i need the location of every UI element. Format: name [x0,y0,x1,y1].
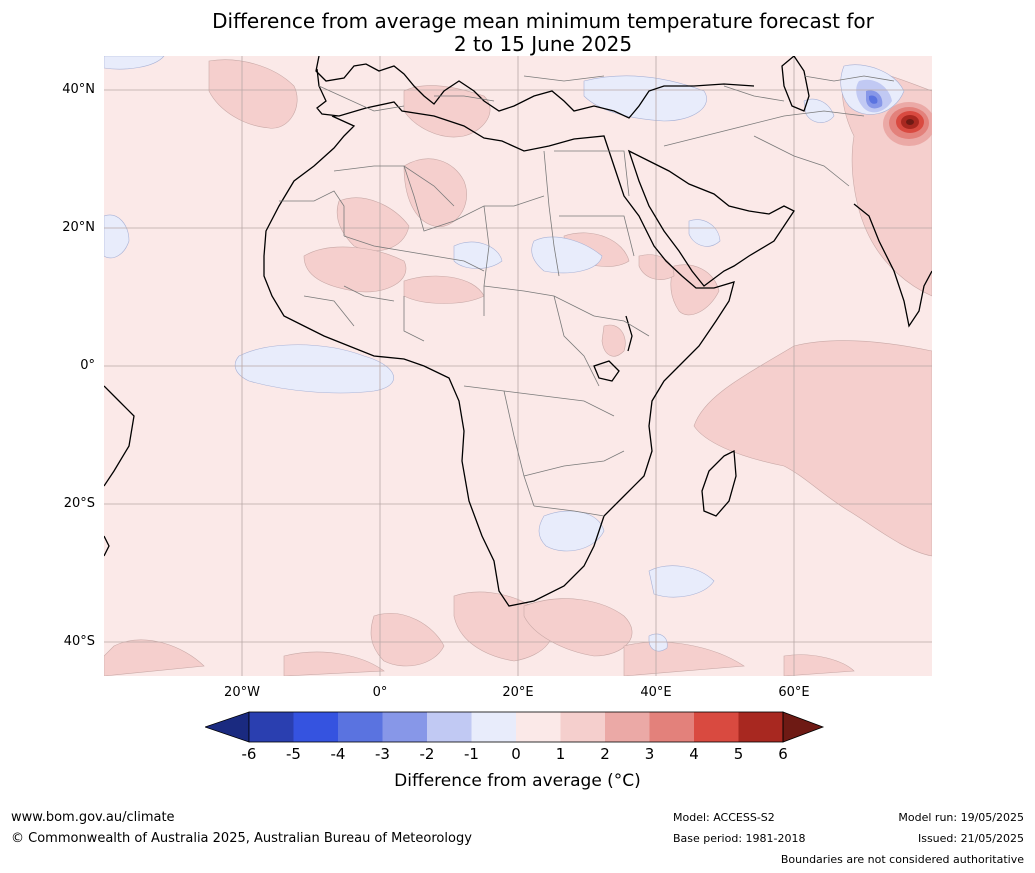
hot-core-himalaya [883,102,932,146]
colorbar-tick-label: 6 [778,745,788,763]
map-title: Difference from average mean minimum tem… [104,10,982,56]
colorbar-tick-label: -6 [241,745,257,763]
colorbar-block [471,712,516,742]
graticule [104,56,932,676]
colorbar-block [516,712,561,742]
footer-disclaimer: Boundaries are not considered authoritat… [780,853,1024,866]
cool-anomaly-patches [104,56,905,652]
colorbar-tick-label: 4 [689,745,699,763]
footer-copyright: © Commonwealth of Australia 2025, Austra… [11,831,472,846]
colorbar-tick-label: 2 [600,745,610,763]
colorbar-block [427,712,472,742]
colorbar-blocks [205,711,825,743]
colorbar-tick-label: 5 [733,745,744,763]
colorbar-tick-label: -5 [286,745,301,763]
colorbar-block [338,712,383,742]
footer-base-period: Base period: 1981-2018 [673,832,806,845]
lat-label-20s: 20°S [63,496,95,511]
colorbar-block [293,712,338,742]
colorbar-tick-label: 1 [555,745,566,763]
colorbar-tick-label: 3 [644,745,655,763]
country-borders [279,75,895,517]
lon-label-0: 0° [372,685,388,700]
footer-website[interactable]: www.bom.gov.au/climate [11,810,175,825]
warm-anomaly-patches [104,59,932,676]
map-title-line1: Difference from average mean minimum tem… [212,9,874,33]
colorbar-extend-low [205,711,250,743]
colorbar-tick-label: -3 [375,745,390,763]
colorbar-block [382,712,427,742]
map-canvas [104,56,932,676]
colorbar-label: Difference from average (°C) [394,771,641,791]
colorbar-extend-high [782,711,825,743]
colorbar-tick-label: 0 [511,745,521,763]
colorbar-tick-label: -2 [419,745,435,763]
colorbar-block [560,712,605,742]
colorbar-block [649,712,694,742]
footer-issued: Issued: 21/05/2025 [917,832,1024,845]
lat-label-40n: 40°N [62,82,95,97]
cold-core-central-asia [856,79,892,113]
forecast-map [104,56,932,676]
lat-label-0: 0° [80,358,95,373]
footer-model-run: Model run: 19/05/2025 [898,811,1024,824]
map-title-line2: 2 to 15 June 2025 [453,32,633,56]
lon-label-20e: 20°E [502,685,534,700]
coastlines [104,56,932,607]
colorbar-block [694,712,739,742]
lon-label-40e: 40°E [640,685,672,700]
colorbar-ticks: -6 -5 -4 -3 -2 -1 0 1 2 3 4 5 6 [0,745,1035,765]
colorbar-block [249,712,294,742]
colorbar-tick-label: -1 [464,745,479,763]
lat-label-40s: 40°S [63,634,95,649]
colorbar-block [605,712,650,742]
colorbar-block [738,712,783,742]
colorbar [205,711,825,743]
lat-label-20n: 20°N [62,220,95,235]
footer-model: Model: ACCESS-S2 [673,811,775,824]
colorbar-tick-label: -4 [330,745,346,763]
colorbar-outline [248,711,784,743]
lon-label-20w: 20°W [224,685,260,700]
lon-label-60e: 60°E [778,685,810,700]
